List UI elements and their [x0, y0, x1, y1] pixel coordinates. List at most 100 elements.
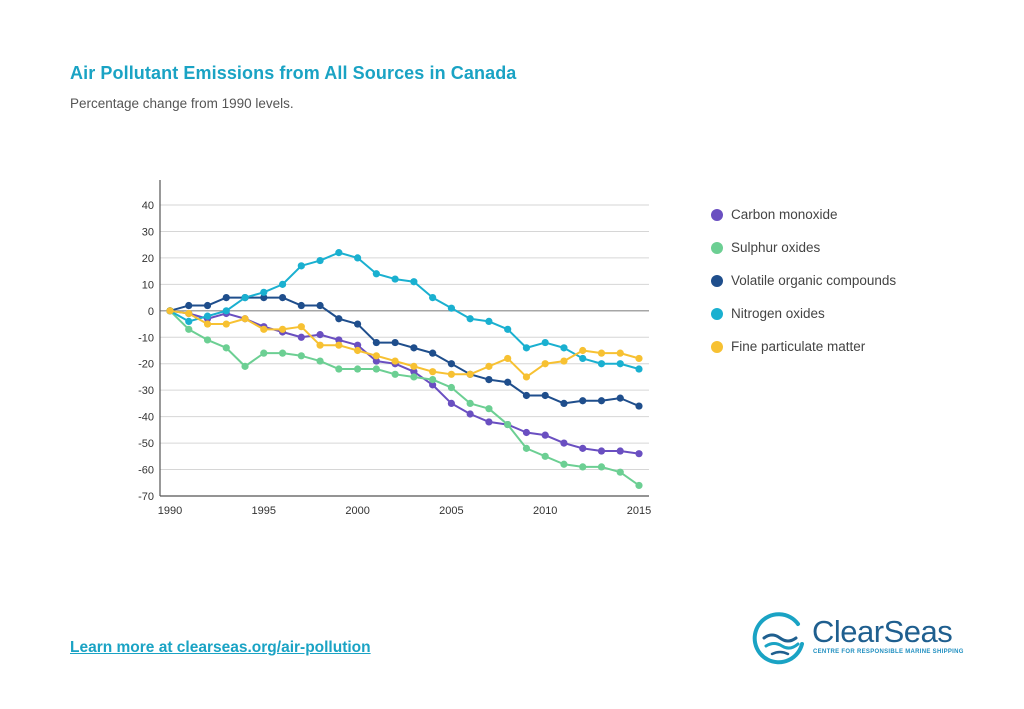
data-point	[203, 320, 212, 328]
data-point	[316, 331, 324, 339]
legend-swatch	[711, 340, 723, 353]
data-point	[447, 370, 455, 378]
data-point	[579, 354, 587, 363]
data-point	[335, 365, 343, 373]
data-point	[541, 391, 549, 400]
logo-tagline: CENTRE FOR RESPONSIBLE MARINE SHIPPING	[813, 649, 964, 655]
data-point	[410, 368, 418, 376]
y-tick-label: -30	[138, 385, 154, 397]
data-point	[354, 346, 362, 355]
data-point	[429, 376, 437, 384]
data-point	[185, 301, 193, 310]
data-point	[616, 349, 624, 357]
data-point	[466, 399, 474, 408]
data-point	[597, 349, 606, 357]
data-point	[335, 336, 343, 344]
data-point	[635, 354, 643, 363]
data-point	[504, 325, 512, 333]
data-point	[560, 439, 568, 447]
data-point	[429, 293, 437, 302]
legend-label: Volatile organic compounds	[731, 273, 897, 288]
chart-title: Air Pollutant Emissions from All Sources…	[70, 63, 517, 83]
data-point	[522, 444, 531, 452]
data-point	[447, 399, 455, 408]
y-tick-label: -70	[138, 491, 154, 503]
data-point	[560, 344, 568, 352]
data-point	[166, 307, 174, 315]
data-point	[541, 338, 549, 347]
data-point	[278, 280, 287, 288]
data-point	[560, 399, 568, 408]
data-point	[466, 315, 474, 323]
data-point	[485, 405, 493, 413]
data-point	[597, 447, 606, 455]
legend-label: Nitrogen oxides	[731, 306, 825, 321]
y-tick-label: 30	[142, 226, 154, 238]
data-point	[297, 262, 305, 270]
logo-name: ClearSeas	[812, 614, 953, 649]
data-point	[185, 317, 193, 325]
data-point	[410, 278, 418, 286]
data-point	[260, 325, 268, 333]
legend-label: Carbon monoxide	[731, 207, 838, 222]
data-point	[297, 352, 305, 360]
data-point	[522, 373, 531, 381]
data-point	[316, 256, 324, 265]
data-point	[597, 463, 606, 471]
data-point	[222, 344, 230, 352]
data-point	[635, 450, 643, 458]
data-point	[579, 346, 587, 355]
data-point	[410, 373, 418, 381]
data-point	[504, 354, 512, 363]
data-point	[560, 357, 568, 365]
data-point	[616, 394, 624, 402]
data-point	[185, 325, 193, 333]
data-point	[522, 428, 531, 437]
data-point	[316, 341, 324, 349]
legend-label: Sulphur oxides	[731, 240, 821, 255]
data-point	[504, 378, 512, 386]
data-point	[485, 317, 493, 325]
data-point	[297, 323, 305, 331]
legend-swatch	[711, 307, 723, 320]
clear-seas-logo: ClearSeas CENTRE FOR RESPONSIBLE MARINE …	[752, 610, 964, 670]
data-point	[391, 357, 399, 365]
data-point	[560, 460, 568, 468]
data-point	[447, 360, 455, 368]
data-point	[447, 383, 455, 392]
legend-item-carbon-monoxide: Carbon monoxide	[711, 198, 896, 231]
y-tick-label: 40	[142, 200, 154, 212]
data-point	[297, 333, 305, 341]
data-point	[541, 431, 549, 439]
data-point	[504, 420, 512, 429]
data-point	[278, 325, 287, 333]
data-point	[372, 357, 380, 365]
data-point	[372, 338, 380, 347]
data-point	[485, 362, 493, 370]
data-point	[616, 447, 624, 455]
data-point	[635, 481, 643, 490]
data-point	[579, 444, 587, 452]
legend-swatch	[711, 241, 723, 254]
data-point	[541, 360, 549, 368]
data-point	[541, 452, 549, 460]
data-point	[203, 312, 212, 320]
data-point	[429, 381, 437, 389]
y-tick-label: 10	[142, 279, 154, 291]
x-tick-label: 2005	[439, 505, 463, 517]
y-tick-label: -60	[138, 465, 154, 477]
y-tick-label: -50	[138, 438, 154, 450]
data-point	[410, 362, 418, 370]
data-point	[429, 368, 437, 376]
data-point	[635, 402, 643, 410]
chart-subtitle: Percentage change from 1990 levels.	[70, 96, 294, 111]
data-point	[597, 397, 606, 405]
data-point	[372, 365, 380, 373]
series-line-0	[169, 309, 640, 455]
data-point	[260, 288, 268, 296]
data-point	[635, 365, 643, 373]
learn-more-link[interactable]: Learn more at clearseas.org/air-pollutio…	[70, 639, 371, 656]
legend-swatch	[711, 274, 723, 287]
clear-seas-wave-icon	[752, 612, 804, 665]
